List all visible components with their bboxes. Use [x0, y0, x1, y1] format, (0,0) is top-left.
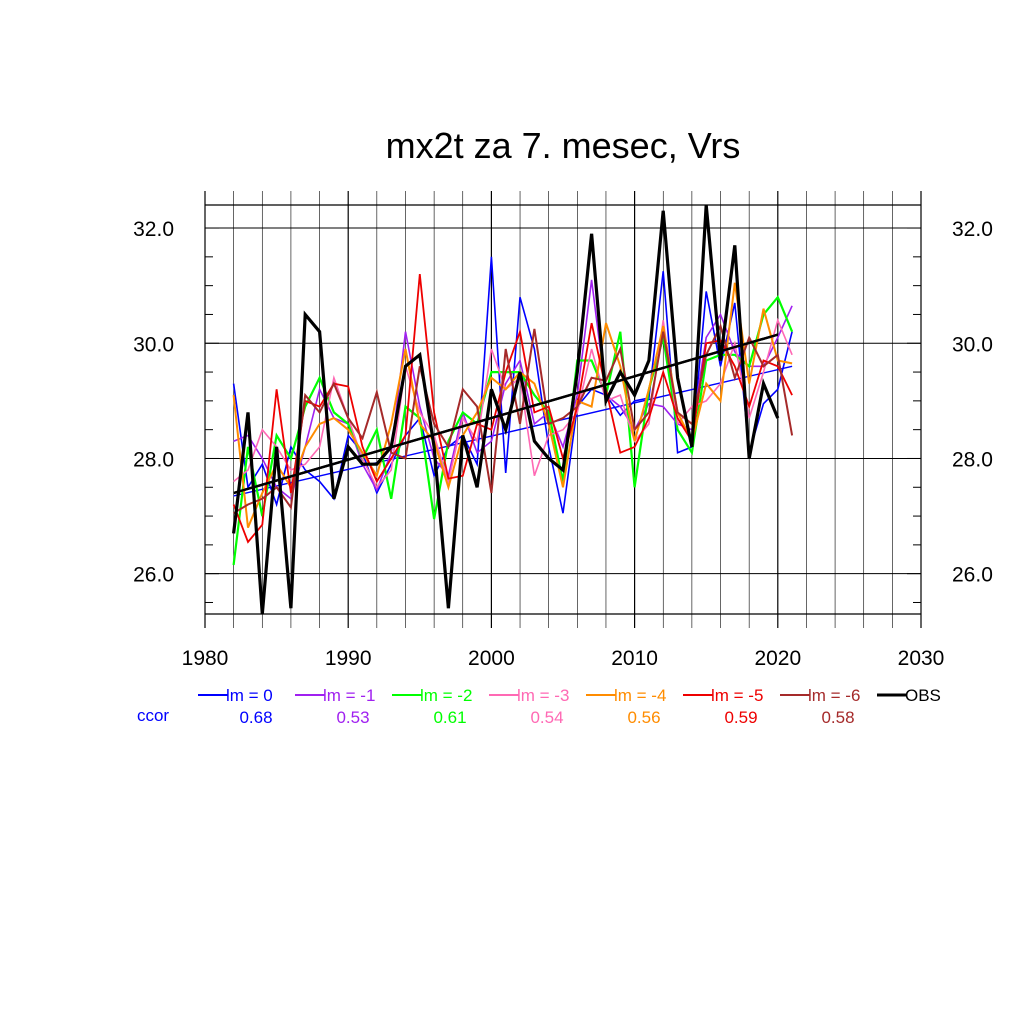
x-tick-label: 1990 — [325, 647, 372, 670]
x-tick-label: 2030 — [898, 647, 945, 670]
y-tick-label-left: 28.0 — [133, 448, 174, 471]
chart-title: mx2t za 7. mesec, Vrs — [386, 125, 741, 166]
legend-label: lm = -1 — [323, 686, 375, 705]
x-tick-label: 2000 — [468, 647, 515, 670]
legend-label: lm = -2 — [420, 686, 472, 705]
plot-area — [232, 204, 794, 615]
legend-ccor-value: 0.54 — [530, 708, 563, 727]
y-tick-label-left: 30.0 — [133, 333, 174, 356]
legend-ccor-value: 0.56 — [627, 708, 660, 727]
x-tick-label: 2010 — [611, 647, 658, 670]
x-tick-label: 2020 — [754, 647, 801, 670]
y-tick-label-right: 26.0 — [952, 564, 993, 587]
legend: lm = 0 0.68 lm = -1 0.53 lm = -2 0.61 lm = -3 0… — [137, 686, 941, 727]
series-line-5 — [232, 274, 793, 544]
legend-label: lm = -4 — [614, 686, 666, 705]
legend-ccor-value: 0.68 — [239, 708, 272, 727]
legend-ccor-label: ccor — [137, 706, 169, 725]
grid — [205, 191, 921, 628]
legend-ccor-value: 0.59 — [724, 708, 757, 727]
legend-label: lm = -6 — [808, 686, 860, 705]
legend-ccor-value: 0.53 — [336, 708, 369, 727]
legend-label: lm = 0 — [226, 686, 273, 705]
y-tick-label-right: 28.0 — [952, 448, 993, 471]
legend-ccor-value: 0.61 — [433, 708, 466, 727]
legend-ccor-value: 0.58 — [821, 708, 854, 727]
x-tick-label: 1980 — [182, 647, 229, 670]
trend-line — [233, 333, 779, 495]
legend-label: OBS — [905, 686, 941, 705]
y-tick-label-left: 32.0 — [133, 218, 174, 241]
legend-label: lm = -5 — [711, 686, 763, 705]
axes: 26.0 26.0 28.0 28.0 30.0 30.0 32.0 32.0 1980 1990… — [133, 191, 993, 670]
y-tick-label-right: 30.0 — [952, 333, 993, 356]
series-line-7 — [232, 204, 780, 615]
y-tick-label-left: 26.0 — [133, 564, 174, 587]
legend-label: lm = -3 — [517, 686, 569, 705]
y-tick-label-right: 32.0 — [952, 218, 993, 241]
